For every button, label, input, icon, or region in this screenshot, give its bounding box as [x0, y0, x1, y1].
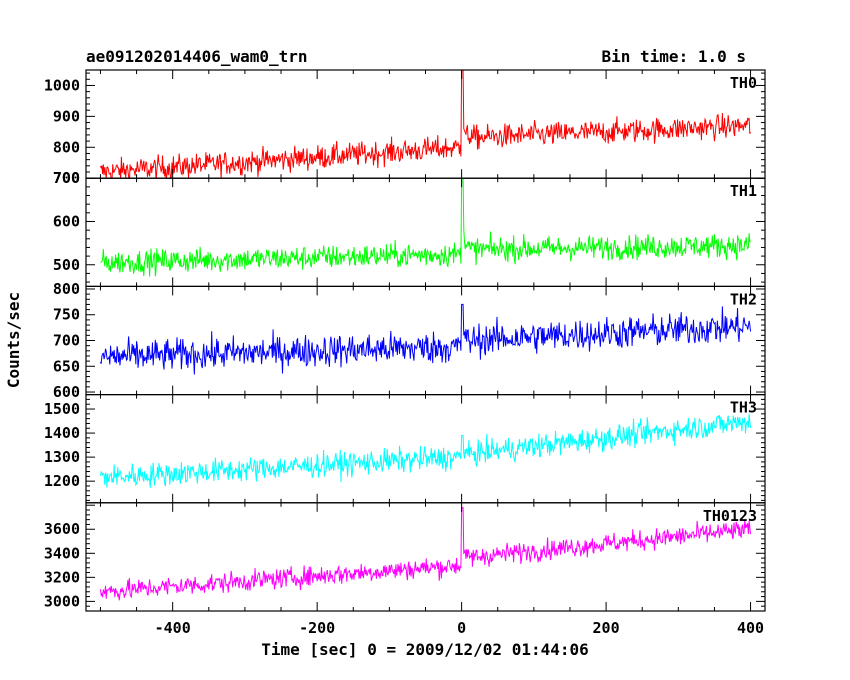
series-line-th1	[100, 178, 751, 277]
panel-th3: 1200 1300 1400 1500 TH3	[44, 394, 766, 504]
panel-frame	[85, 394, 766, 504]
panel-tag-th1: TH1	[730, 182, 757, 200]
y-tick-label: 650	[53, 357, 80, 375]
y-tick-label: 1400	[44, 424, 80, 442]
series-line-th0	[99, 70, 751, 179]
y-tick-label: 3600	[44, 520, 80, 538]
x-axis: -400 -200 0 200 400	[155, 619, 764, 637]
y-tick-label: 3000	[44, 592, 80, 610]
panel-frame	[85, 502, 766, 612]
y-tick-label: 600	[53, 383, 80, 401]
panel-th1: 500 600 700 TH1	[53, 169, 766, 287]
y-tick-label: 700	[53, 169, 80, 187]
y-tick-label: 3400	[44, 544, 80, 562]
y-tick-label: 3200	[44, 568, 80, 586]
panel-th0123: 3000 3200 3400 3600 TH0123	[44, 502, 766, 612]
x-tick-label: 400	[737, 619, 764, 637]
y-tick-label: 900	[53, 107, 80, 125]
y-tick-label: 1300	[44, 448, 80, 466]
panel-tag-th0123: TH0123	[703, 507, 757, 525]
y-tick-label: 700	[53, 332, 80, 350]
panel-tag-th0: TH0	[730, 74, 757, 92]
y-tick-label: 800	[53, 138, 80, 156]
y-tick-label: 1000	[44, 76, 80, 94]
y-tick-label: 1200	[44, 472, 80, 490]
y-tick-label: 600	[53, 212, 80, 230]
x-tick-label: 0	[457, 619, 466, 637]
panel-tag-th2: TH2	[730, 290, 757, 308]
series-line-th0123	[99, 507, 752, 601]
panel-tag-th3: TH3	[730, 399, 757, 417]
y-tick-label: 1500	[44, 400, 80, 418]
y-tick-label: 700	[53, 169, 80, 187]
x-tick-label: -200	[299, 619, 335, 637]
series-line-th2	[99, 303, 752, 375]
y-tick-label: 500	[53, 256, 80, 274]
chart-title: ae091202014406_wam0_trn	[86, 47, 308, 66]
x-tick-label: -400	[155, 619, 191, 637]
x-tick-label: 200	[593, 619, 620, 637]
y-tick-label: 800	[53, 280, 80, 298]
panel-th0: 700 800 900 1000 TH0	[44, 69, 766, 187]
series-line-th3	[99, 413, 752, 488]
x-axis-label: Time [sec] 0 = 2009/12/02 01:44:06	[261, 640, 589, 659]
y-axis-label: Counts/sec	[4, 292, 23, 388]
bin-time-label: Bin time: 1.0 s	[602, 47, 747, 66]
y-tick-label: 750	[53, 306, 80, 324]
panel-th2: 600 650 700 750 800 TH2	[53, 280, 766, 401]
